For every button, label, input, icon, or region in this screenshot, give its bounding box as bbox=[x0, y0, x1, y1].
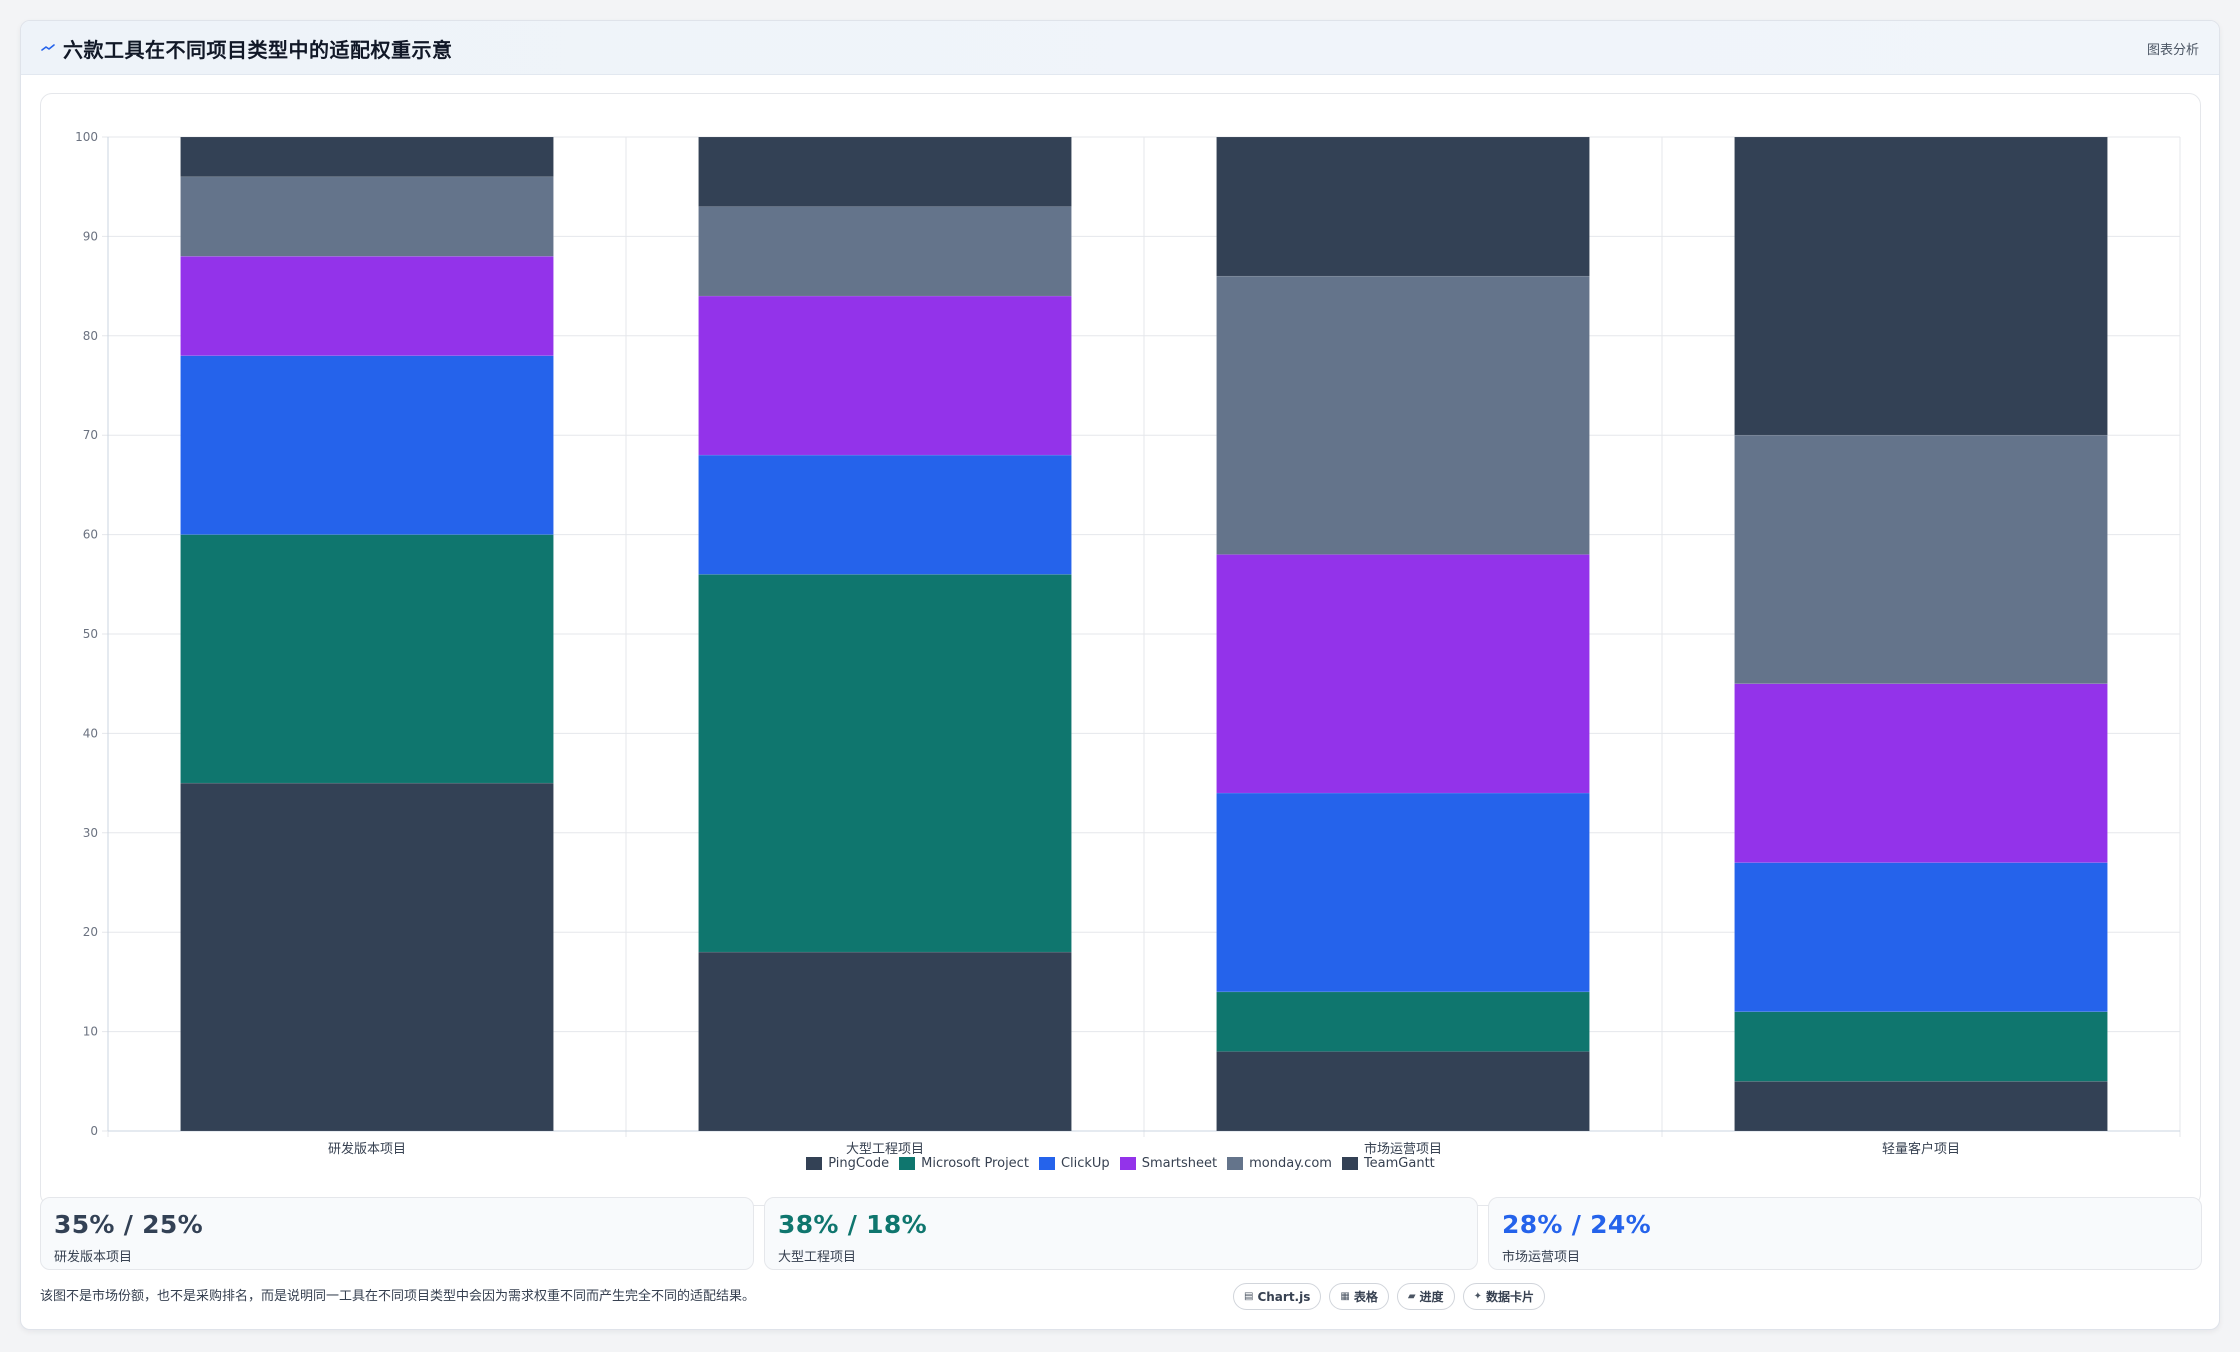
bar-segment bbox=[1734, 862, 2108, 1013]
bar-segment bbox=[1734, 683, 2108, 863]
legend-item[interactable]: monday.com bbox=[1227, 1156, 1332, 1171]
kpi-card-engineering: 38% / 18% 大型工程项目 bbox=[764, 1197, 1478, 1270]
bar-segment bbox=[1216, 275, 1590, 555]
bar-segment bbox=[698, 951, 1072, 1132]
legend-label: TeamGantt bbox=[1363, 1155, 1435, 1171]
bar-segment bbox=[1216, 136, 1590, 277]
bar-segment bbox=[180, 255, 554, 356]
x-tick-label: 研发版本项目 bbox=[328, 1141, 406, 1157]
chip-label: 表格 bbox=[1353, 1290, 1378, 1304]
legend-label: monday.com bbox=[1249, 1155, 1332, 1171]
y-tick-label: 30 bbox=[83, 826, 98, 840]
kpi-label: 大型工程项目 bbox=[778, 1250, 857, 1265]
bar-segment bbox=[180, 782, 554, 1132]
bar-segment bbox=[1734, 434, 2108, 685]
chip-label: 进度 bbox=[1419, 1290, 1444, 1304]
table-icon: ▦ bbox=[1340, 1291, 1350, 1302]
bar-segment bbox=[698, 295, 1072, 456]
legend-label: PingCode bbox=[828, 1155, 890, 1171]
legend-item[interactable]: TeamGantt bbox=[1341, 1155, 1435, 1171]
chartjs-chip[interactable]: ▤ Chart.js bbox=[1233, 1283, 1322, 1310]
legend-item[interactable]: Microsoft Project bbox=[899, 1156, 1029, 1171]
legend-label: Microsoft Project bbox=[921, 1155, 1029, 1171]
page-title: 六款工具在不同项目类型中的适配权重示意 bbox=[63, 38, 453, 62]
legend-item[interactable]: ClickUp bbox=[1038, 1155, 1110, 1171]
progress-chip[interactable]: ▰ 进度 bbox=[1396, 1283, 1455, 1310]
bar-segment bbox=[698, 206, 1072, 297]
kpi-card-marketing: 28% / 24% 市场运营项目 bbox=[1488, 1197, 2202, 1270]
y-tick-label: 60 bbox=[83, 528, 98, 542]
legend-swatch bbox=[1038, 1156, 1055, 1170]
trend-line-icon bbox=[41, 41, 55, 55]
y-tick-label: 80 bbox=[83, 329, 98, 343]
footnote: 该图不是市场份额，也不是采购排名，而是说明同一工具在不同项目类型中会因为需求权重… bbox=[40, 1289, 756, 1304]
chip-label: Chart.js bbox=[1257, 1289, 1311, 1304]
y-tick-label: 20 bbox=[83, 925, 98, 939]
legend-swatch bbox=[806, 1156, 823, 1170]
bar-segment bbox=[1734, 1080, 2108, 1132]
x-tick-label: 市场运营项目 bbox=[1364, 1141, 1442, 1157]
bar-segment bbox=[1216, 991, 1590, 1052]
bar-segment bbox=[1216, 1051, 1590, 1132]
legend-label: ClickUp bbox=[1060, 1155, 1110, 1171]
legend-item[interactable]: Smartsheet bbox=[1119, 1155, 1218, 1171]
y-tick-label: 100 bbox=[75, 130, 98, 144]
card-header: 六款工具在不同项目类型中的适配权重示意 图表分析 bbox=[21, 21, 2219, 75]
progress-icon: ▰ bbox=[1407, 1291, 1416, 1302]
stacked-bar-chart: 0 10 20 30 40 50 60 70 80 90 100 研发版本项目 大型工程项目 市场运营项目… bbox=[75, 130, 2181, 1157]
legend-swatch bbox=[899, 1156, 916, 1170]
bar-segment bbox=[180, 355, 554, 535]
bar-segment bbox=[698, 454, 1072, 575]
table-chip[interactable]: ▦ 表格 bbox=[1329, 1283, 1389, 1310]
chart-card: 六款工具在不同项目类型中的适配权重示意 图表分析 0 10 20 30 40 50 60 70… bbox=[20, 20, 2220, 1330]
y-tick-label: 10 bbox=[83, 1025, 98, 1039]
kpi-value: 35% / 25% bbox=[54, 1210, 203, 1239]
kpi-card-research: 35% / 25% 研发版本项目 bbox=[40, 1197, 754, 1270]
chip-group: ▤ Chart.js ▦ 表格 ▰ 进度 ✦ 数据卡片 bbox=[1233, 1283, 1545, 1310]
y-tick-label: 50 bbox=[83, 627, 98, 641]
bar-segment bbox=[698, 136, 1072, 207]
legend-swatch bbox=[1341, 1156, 1358, 1170]
bar-segment bbox=[698, 574, 1072, 953]
legend-swatch bbox=[1227, 1156, 1244, 1170]
bar-segment bbox=[180, 534, 554, 784]
legend-label: Smartsheet bbox=[1141, 1155, 1218, 1171]
kpi-label: 研发版本项目 bbox=[54, 1250, 133, 1265]
y-tick-label: 90 bbox=[83, 229, 98, 243]
kpi-label: 市场运营项目 bbox=[1502, 1250, 1581, 1265]
bar-segment bbox=[180, 176, 554, 257]
bar-segment bbox=[1734, 136, 2108, 436]
chart-legend: PingCode Microsoft Project ClickUp Smartshe… bbox=[41, 1154, 2200, 1172]
bar-segment bbox=[1216, 554, 1590, 794]
kpi-value: 28% / 24% bbox=[1502, 1210, 1651, 1239]
sparkle-icon: ✦ bbox=[1473, 1291, 1482, 1302]
bar-segment bbox=[1734, 1011, 2108, 1082]
bar-segment bbox=[180, 136, 554, 178]
x-tick-label: 大型工程项目 bbox=[846, 1142, 924, 1157]
chart-icon: ▤ bbox=[1244, 1291, 1254, 1302]
y-tick-label: 40 bbox=[83, 726, 98, 740]
chip-label: 数据卡片 bbox=[1485, 1290, 1534, 1304]
chart-panel: 0 10 20 30 40 50 60 70 80 90 100 研发版本项目 大型工程项目 市场运营项目… bbox=[40, 93, 2201, 1206]
legend-item[interactable]: PingCode bbox=[806, 1156, 889, 1171]
kpi-value: 38% / 18% bbox=[778, 1210, 927, 1239]
x-tick-label: 轻量客户项目 bbox=[1882, 1141, 1960, 1157]
y-tick-label: 70 bbox=[83, 428, 98, 442]
data-card-chip[interactable]: ✦ 数据卡片 bbox=[1462, 1283, 1545, 1310]
y-tick-label: 0 bbox=[90, 1124, 98, 1138]
bar-segment bbox=[1216, 792, 1590, 993]
header-tag: 图表分析 bbox=[2146, 43, 2199, 58]
legend-swatch bbox=[1119, 1156, 1136, 1170]
